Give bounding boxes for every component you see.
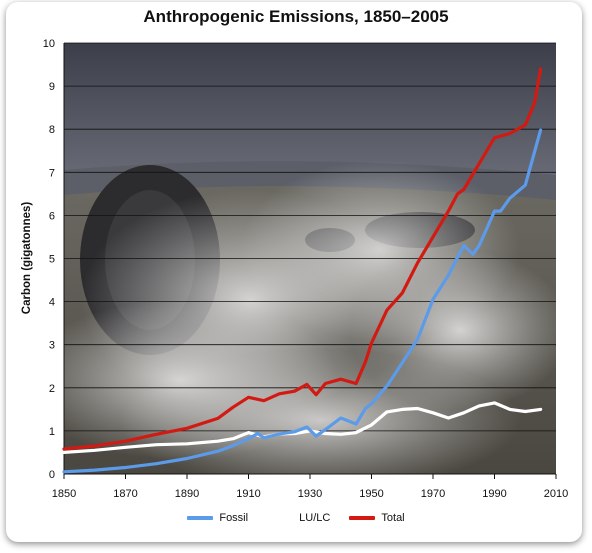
series-line-2 <box>62 67 543 451</box>
x-tick-label-6: 1970 <box>421 488 445 500</box>
x-tick-label-5: 1950 <box>359 488 383 500</box>
x-tick-label-4: 1930 <box>298 488 322 500</box>
y-tick-labels: 0 1 2 3 4 5 6 7 8 9 10 <box>43 38 55 481</box>
series-line-0 <box>62 128 543 474</box>
x-tick-label-1: 1870 <box>113 488 137 500</box>
y-tick-label-2: 2 <box>49 383 55 395</box>
legend: Fossil LU/LC Total <box>0 512 592 524</box>
series-lines <box>62 67 543 474</box>
chart-title: Anthropogenic Emissions, 1850–2005 <box>143 7 449 26</box>
x-tick-label-7: 1990 <box>482 488 506 500</box>
legend-swatch-lulc <box>267 516 294 521</box>
legend-label-lulc: LU/LC <box>299 512 331 524</box>
legend-swatch-fossil <box>187 516 214 521</box>
y-tick-label-9: 9 <box>49 81 55 93</box>
y-tick-label-3: 3 <box>49 340 55 352</box>
legend-swatch-total <box>349 516 376 521</box>
series-line-1 <box>62 401 543 454</box>
x-tick-labels: 1850 1870 1890 1910 1930 1950 1970 1990 2010 <box>52 474 568 500</box>
y-tick-label-6: 6 <box>49 210 55 222</box>
photo-background <box>64 43 556 474</box>
y-tick-label-8: 8 <box>49 124 55 136</box>
x-tick-label-8: 2010 <box>544 488 568 500</box>
y-tick-label-1: 1 <box>49 426 55 438</box>
legend-item-fossil: Fossil <box>187 512 248 524</box>
legend-label-fossil: Fossil <box>219 512 249 524</box>
y-tick-label-4: 4 <box>49 297 55 309</box>
y-axis-label: Carbon (gigatonnes) <box>21 202 33 315</box>
legend-item-total: Total <box>349 512 405 524</box>
y-tick-label-5: 5 <box>49 254 55 266</box>
x-tick-label-0: 1850 <box>52 488 76 500</box>
legend-item-lulc: LU/LC <box>267 512 330 524</box>
x-tick-label-3: 1910 <box>236 488 260 500</box>
y-tick-label-10: 10 <box>43 38 55 50</box>
x-tick-label-2: 1890 <box>175 488 199 500</box>
legend-label-total: Total <box>381 512 405 524</box>
y-tick-label-0: 0 <box>49 469 55 481</box>
y-tick-label-7: 7 <box>49 167 55 179</box>
